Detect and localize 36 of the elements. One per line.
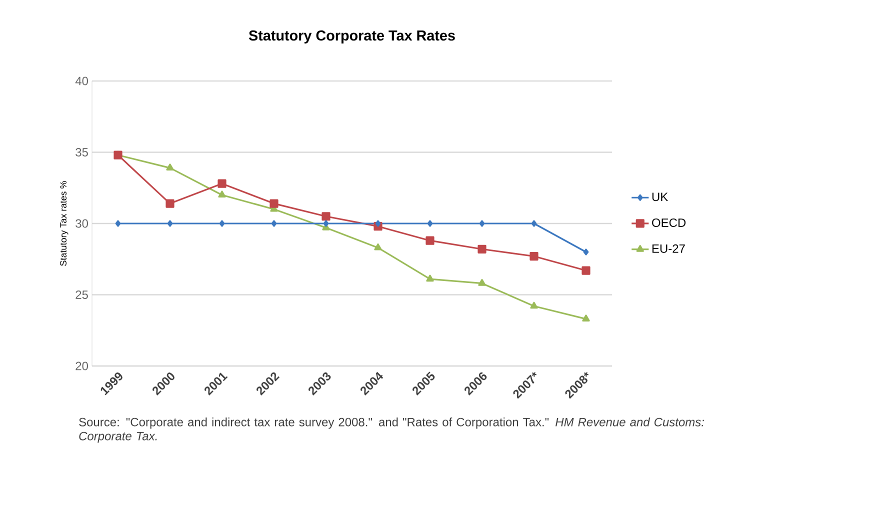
point: [218, 179, 226, 188]
point: [374, 243, 382, 250]
point: [166, 199, 174, 208]
point: [219, 220, 225, 227]
point: [323, 220, 329, 227]
point: [478, 279, 486, 286]
point: [426, 236, 434, 245]
point: [270, 199, 278, 208]
y-tick-label: 25: [76, 290, 88, 299]
point: [218, 190, 226, 198]
legend-label: OECD: [652, 218, 686, 227]
point: [115, 220, 121, 227]
point: [531, 220, 537, 227]
point: [478, 244, 486, 254]
point: [583, 248, 589, 256]
legend-label: EU-27: [652, 244, 685, 253]
point: [166, 164, 174, 170]
point: [530, 302, 538, 309]
point: [582, 266, 590, 275]
y-tick-label: 20: [76, 362, 88, 370]
point: [322, 212, 330, 221]
point: [167, 220, 173, 227]
text: Source: "Corporate and indirect tax rate survey 2008." and "Rates of Corporation Tax." HM Revenue and Customs: Corporate Tax.: [79, 418, 704, 443]
legend-label: UK: [652, 192, 668, 202]
y-tick-label: 30: [76, 219, 88, 228]
y-tick-label: 35: [76, 148, 88, 156]
point: [479, 220, 485, 227]
y-tick-label: 40: [75, 76, 88, 86]
point: [427, 220, 433, 227]
y-axis-title: Statutory Tax rates %: [60, 181, 68, 266]
chart-title: Statutory Corporate Tax Rates: [248, 30, 455, 44]
point: [582, 314, 590, 322]
point: [426, 274, 434, 282]
point: [375, 220, 381, 227]
point: [530, 252, 538, 261]
point: [271, 220, 277, 227]
